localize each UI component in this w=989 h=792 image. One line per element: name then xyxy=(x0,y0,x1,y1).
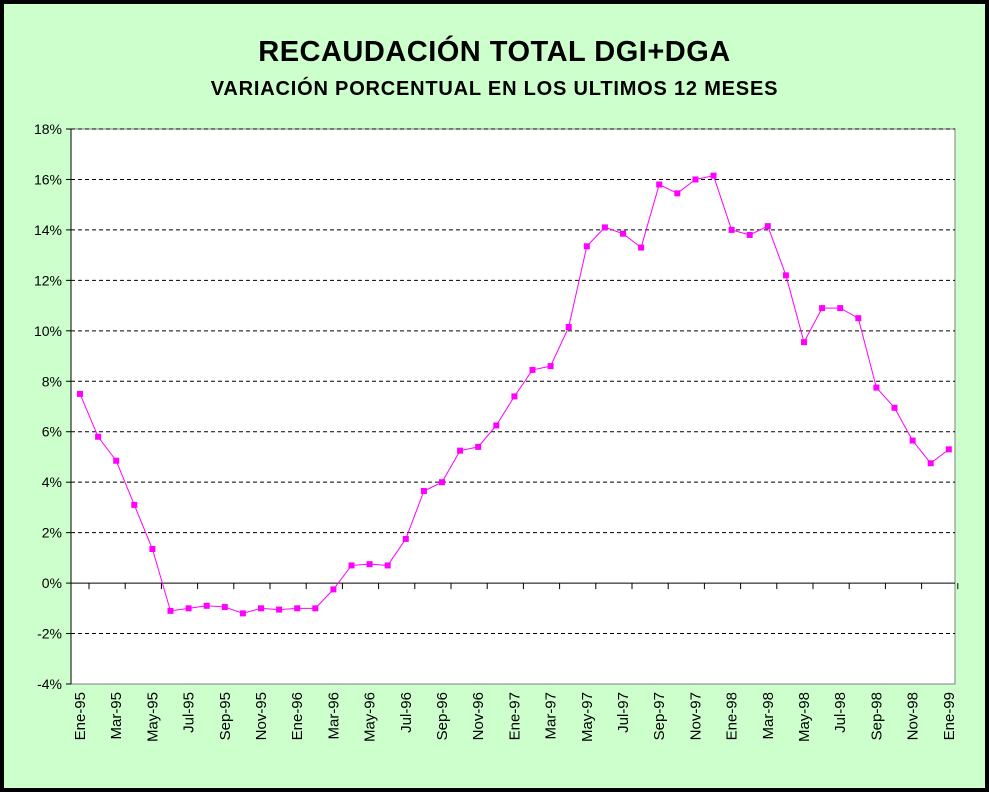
x-tick-label: Sep-97 xyxy=(651,692,668,740)
data-point-Nov-95 xyxy=(258,605,264,612)
data-point-Nov-96 xyxy=(475,443,482,450)
data-point-Abr-98 xyxy=(782,272,789,279)
data-point-Jun-96 xyxy=(384,562,391,569)
chart-title: RECAUDACIÓN TOTAL DGI+DGA xyxy=(258,36,731,68)
data-point-Ene-99 xyxy=(945,446,952,453)
x-tick-label: Nov-95 xyxy=(253,692,270,740)
y-tick-label: 14% xyxy=(34,222,62,238)
data-point-Oct-98 xyxy=(891,404,898,411)
data-point-Nov-97 xyxy=(692,176,699,183)
data-point-Sep-96 xyxy=(439,479,445,486)
data-point-May-97 xyxy=(583,243,590,250)
x-tick-label: Ene-95 xyxy=(72,692,89,740)
x-tick-label: Mar-95 xyxy=(108,692,125,740)
data-point-Sep-95 xyxy=(221,604,228,611)
y-tick-label: 4% xyxy=(42,474,62,490)
x-tick-label: Jul-96 xyxy=(398,692,415,733)
series-markers xyxy=(77,172,952,617)
data-point-Oct-95 xyxy=(239,610,246,617)
data-point-Jun-95 xyxy=(167,607,174,614)
y-tick-label: -4% xyxy=(37,676,62,692)
y-tick-label: -2% xyxy=(37,626,62,642)
data-point-May-98 xyxy=(801,339,807,346)
data-point-Ago-96 xyxy=(420,488,427,495)
y-tick-label: 2% xyxy=(42,525,62,541)
data-point-Jul-97 xyxy=(620,230,626,237)
x-tick-label: Nov-96 xyxy=(470,692,487,740)
data-point-Dic-97 xyxy=(710,172,717,179)
y-tick-label: 18% xyxy=(34,121,62,137)
data-point-Jun-98 xyxy=(819,305,826,312)
data-point-Dic-98 xyxy=(927,460,934,467)
x-axis-ticks: Ene-95 Mar-95 May-95 Jul-95 Sep-95 Nov-95 Ene-… xyxy=(72,583,959,742)
x-tick-label: May-97 xyxy=(579,692,596,742)
data-point-Ago-95 xyxy=(203,602,210,609)
data-point-Mar-95 xyxy=(113,457,120,464)
y-tick-label: 6% xyxy=(42,424,62,440)
data-point-May-96 xyxy=(366,561,373,568)
data-point-Jun-97 xyxy=(601,224,608,231)
data-point-Ago-98 xyxy=(855,315,862,322)
data-point-Feb-97 xyxy=(529,366,536,373)
y-tick-label: 16% xyxy=(34,171,62,187)
x-tick-label: Nov-97 xyxy=(687,692,704,740)
x-tick-label: Ene-98 xyxy=(724,692,741,740)
data-point-Jul-96 xyxy=(402,535,409,542)
gridlines xyxy=(71,128,955,635)
data-point-Oct-96 xyxy=(457,447,464,454)
x-tick-label: Nov-98 xyxy=(905,692,922,740)
x-tick-label: Sep-95 xyxy=(217,692,234,740)
data-point-Mar-96 xyxy=(330,586,337,593)
data-point-Dic-96 xyxy=(493,422,500,429)
x-tick-label: Sep-96 xyxy=(434,692,451,740)
data-point-Nov-98 xyxy=(909,437,916,444)
data-point-Ene-97 xyxy=(511,393,518,400)
data-point-Abr-96 xyxy=(348,562,355,569)
x-tick-label: May-98 xyxy=(796,692,813,742)
data-point-Abr-97 xyxy=(565,324,572,331)
y-tick-label: 10% xyxy=(34,323,62,339)
data-point-Feb-96 xyxy=(312,605,319,612)
x-tick-label: Jul-98 xyxy=(832,692,849,733)
data-point-Jul-98 xyxy=(837,305,844,312)
x-tick-label: Mar-98 xyxy=(760,692,777,740)
data-point-Ene-95 xyxy=(77,390,83,397)
chart-subtitle: VARIACIÓN PORCENTUAL EN LOS ULTIMOS 12 M… xyxy=(210,78,779,100)
data-point-Abr-95 xyxy=(131,501,138,508)
data-point-Feb-98 xyxy=(746,231,753,238)
x-tick-label: Sep-98 xyxy=(868,692,885,740)
data-point-Ago-97 xyxy=(638,244,645,251)
x-tick-label: May-96 xyxy=(362,692,379,742)
y-tick-label: 8% xyxy=(42,373,62,389)
data-point-Sep-98 xyxy=(873,384,880,391)
data-point-Dic-95 xyxy=(276,606,283,613)
data-point-Feb-95 xyxy=(95,433,102,440)
data-point-Ene-96 xyxy=(294,605,301,612)
x-tick-label: Jul-95 xyxy=(181,692,198,733)
data-point-Mar-98 xyxy=(764,223,771,230)
y-tick-label: 0% xyxy=(42,575,62,591)
axes xyxy=(70,129,955,684)
data-point-Ene-98 xyxy=(728,226,735,233)
data-point-Jul-95 xyxy=(185,605,192,612)
x-tick-label: Mar-97 xyxy=(543,692,560,740)
x-tick-label: Jul-97 xyxy=(615,692,632,733)
data-point-May-95 xyxy=(149,546,156,553)
x-tick-label: Mar-96 xyxy=(325,692,342,740)
x-tick-label: Ene-99 xyxy=(941,692,958,740)
x-tick-label: Ene-97 xyxy=(506,692,523,740)
x-tick-label: Ene-96 xyxy=(289,692,306,740)
data-point-Oct-97 xyxy=(674,190,681,197)
y-tick-label: 12% xyxy=(34,272,62,288)
data-point-Sep-97 xyxy=(656,181,663,188)
x-tick-label: May-95 xyxy=(144,692,161,742)
plot-area xyxy=(70,128,956,685)
y-axis-ticks: -4% -2% 0% 2% 4% 6% 8% 10% 12% 14% 16% 18% xyxy=(34,121,71,692)
data-point-Mar-97 xyxy=(547,363,554,370)
